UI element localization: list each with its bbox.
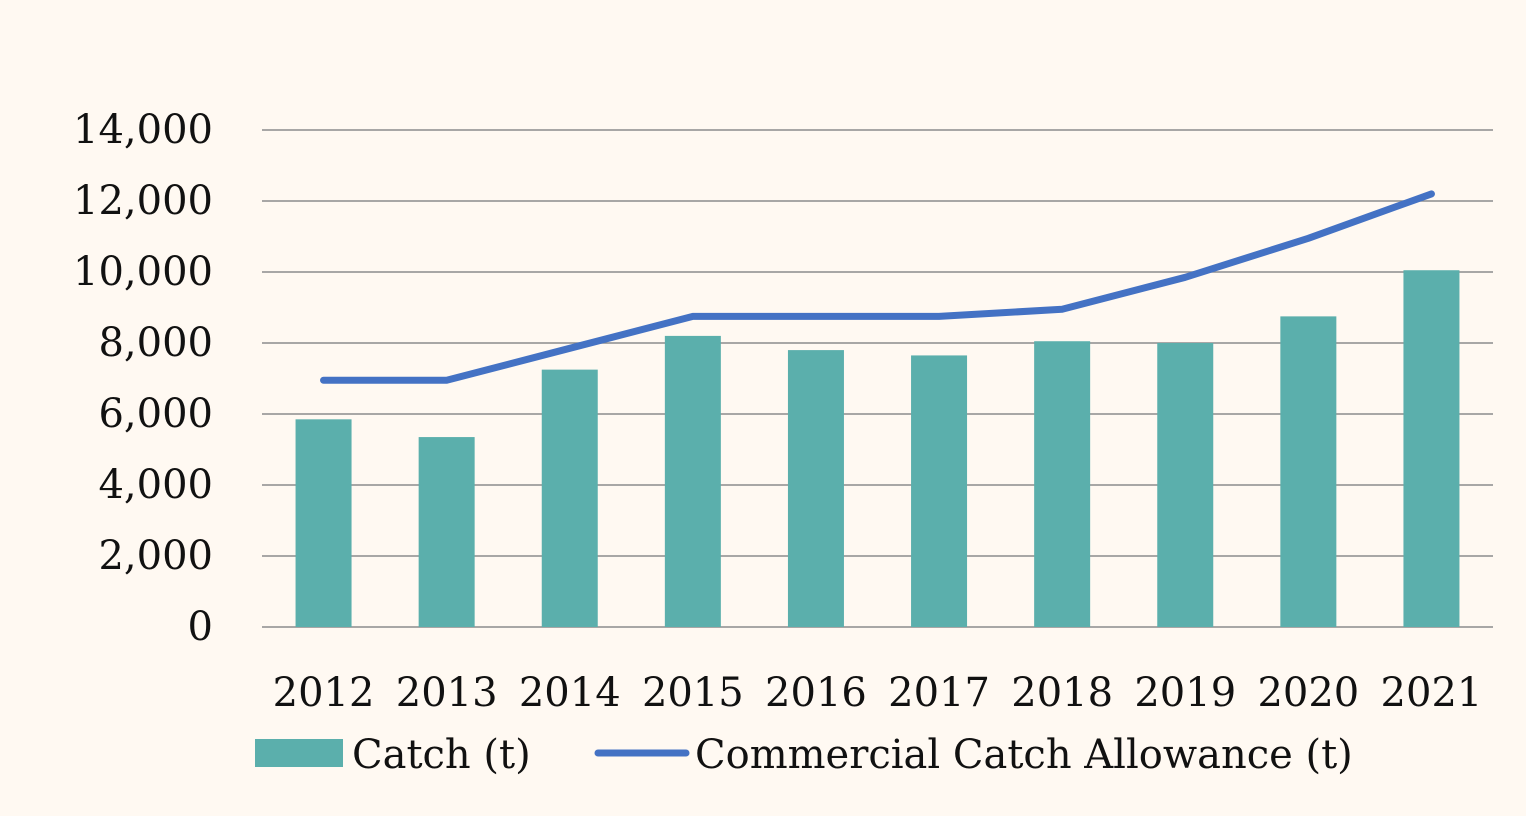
y-tick-label: 8,000 bbox=[98, 320, 213, 366]
legend-label-allowance: Commercial Catch Allowance (t) bbox=[695, 732, 1353, 778]
x-tick-label: 2013 bbox=[396, 670, 498, 716]
x-tick-label: 2014 bbox=[519, 670, 621, 716]
y-axis-ticks: 0 2,000 4,000 6,000 8,000 10,000 12,000 14,000 bbox=[73, 107, 213, 650]
x-tick-label: 2016 bbox=[765, 670, 867, 716]
y-tick-label: 6,000 bbox=[98, 391, 213, 437]
bar-catch bbox=[664, 335, 721, 627]
line-series bbox=[320, 190, 1435, 384]
y-tick-label: 4,000 bbox=[98, 462, 213, 508]
legend: Catch (t) Commercial Catch Allowance (t) bbox=[255, 732, 1353, 778]
x-axis-ticks: 2012 2013 2014 2015 2016 2017 2018 2019 2020 2021 bbox=[273, 670, 1483, 716]
x-tick-label: 2021 bbox=[1381, 670, 1483, 716]
legend-swatch-catch bbox=[255, 739, 343, 767]
bar-catch bbox=[541, 369, 598, 627]
bar-catch bbox=[418, 437, 475, 627]
line-commercial-catch-allowance bbox=[320, 190, 1435, 384]
x-tick-label: 2020 bbox=[1257, 670, 1359, 716]
bar-series bbox=[295, 270, 1460, 627]
y-tick-label: 12,000 bbox=[73, 178, 213, 224]
y-tick-label: 0 bbox=[188, 604, 213, 650]
x-tick-label: 2015 bbox=[642, 670, 744, 716]
legend-label-catch: Catch (t) bbox=[352, 732, 531, 778]
bar-catch bbox=[1403, 270, 1460, 627]
y-tick-label: 14,000 bbox=[73, 107, 213, 153]
x-tick-label: 2019 bbox=[1134, 670, 1236, 716]
bar-catch bbox=[1280, 316, 1337, 627]
bar-catch bbox=[787, 350, 844, 627]
bar-catch bbox=[1034, 341, 1091, 627]
bar-catch bbox=[1157, 343, 1214, 627]
bar-catch bbox=[295, 419, 352, 627]
y-tick-label: 2,000 bbox=[98, 533, 213, 579]
bar-catch bbox=[911, 355, 968, 627]
x-tick-label: 2018 bbox=[1011, 670, 1113, 716]
x-tick-label: 2012 bbox=[273, 670, 375, 716]
y-tick-label: 10,000 bbox=[73, 249, 213, 295]
x-tick-label: 2017 bbox=[888, 670, 990, 716]
